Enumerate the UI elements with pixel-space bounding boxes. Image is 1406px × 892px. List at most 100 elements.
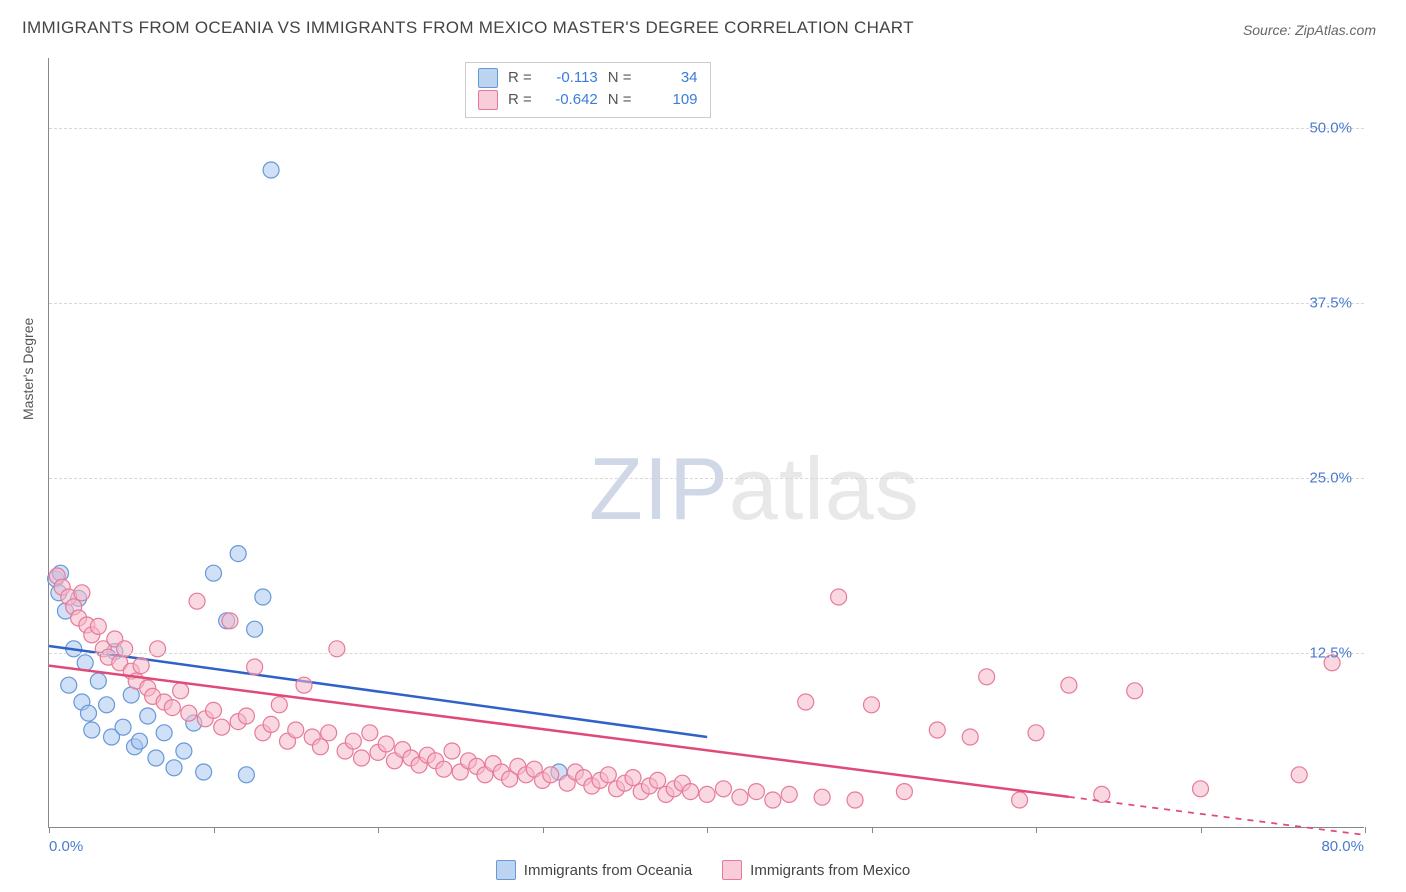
data-point [288, 722, 304, 738]
data-point [798, 694, 814, 710]
data-point [84, 722, 100, 738]
data-point [345, 733, 361, 749]
data-point [80, 705, 96, 721]
data-point [148, 750, 164, 766]
data-point [896, 784, 912, 800]
gridline [49, 653, 1364, 654]
data-point [90, 673, 106, 689]
legend-item-oceania: Immigrants from Oceania [496, 860, 692, 880]
bottom-legend: Immigrants from Oceania Immigrants from … [0, 860, 1406, 880]
legend-swatch-oceania [496, 860, 516, 880]
data-point [929, 722, 945, 738]
data-point [150, 641, 166, 657]
data-point [271, 697, 287, 713]
data-point [99, 697, 115, 713]
data-point [329, 641, 345, 657]
legend-label-oceania: Immigrants from Oceania [524, 862, 692, 879]
data-point [312, 739, 328, 755]
x-tick-mark [1201, 827, 1202, 833]
gridline [49, 303, 1364, 304]
x-tick-mark [49, 827, 50, 833]
data-point [1193, 781, 1209, 797]
data-point [444, 743, 460, 759]
data-point [378, 736, 394, 752]
data-point [90, 618, 106, 634]
legend-item-mexico: Immigrants from Mexico [722, 860, 910, 880]
data-point [1012, 792, 1028, 808]
data-point [74, 585, 90, 601]
trend-line-dashed [1069, 797, 1365, 835]
source-attribution: Source: ZipAtlas.com [1243, 22, 1376, 38]
data-point [781, 786, 797, 802]
x-tick-mark [1036, 827, 1037, 833]
source-label: Source: [1243, 22, 1291, 38]
data-point [164, 700, 180, 716]
legend-swatch-mexico [722, 860, 742, 880]
data-point [173, 683, 189, 699]
plot-area: ZIPatlas R = -0.113 N = 34 R = -0.642 N … [48, 58, 1364, 828]
data-point [831, 589, 847, 605]
data-point [1061, 677, 1077, 693]
chart-title: IMMIGRANTS FROM OCEANIA VS IMMIGRANTS FR… [22, 18, 914, 38]
y-tick-label: 12.5% [1309, 645, 1352, 662]
data-point [196, 764, 212, 780]
data-point [140, 708, 156, 724]
data-point [732, 789, 748, 805]
data-point [131, 733, 147, 749]
data-point [354, 750, 370, 766]
data-point [61, 677, 77, 693]
x-tick-mark [1365, 827, 1366, 833]
data-point [1291, 767, 1307, 783]
gridline [49, 478, 1364, 479]
x-tick-max: 80.0% [1321, 838, 1364, 855]
data-point [247, 621, 263, 637]
data-point [263, 162, 279, 178]
data-point [296, 677, 312, 693]
x-tick-mark [214, 827, 215, 833]
data-point [321, 725, 337, 741]
data-point [864, 697, 880, 713]
y-axis-label: Master's Degree [20, 318, 36, 420]
x-tick-mark [707, 827, 708, 833]
x-tick-mark [378, 827, 379, 833]
data-point [650, 772, 666, 788]
data-point [543, 767, 559, 783]
data-point [189, 593, 205, 609]
data-point [847, 792, 863, 808]
chart-svg [49, 58, 1364, 827]
data-point [247, 659, 263, 675]
legend-label-mexico: Immigrants from Mexico [750, 862, 910, 879]
data-point [765, 792, 781, 808]
data-point [263, 716, 279, 732]
data-point [238, 708, 254, 724]
data-point [683, 784, 699, 800]
data-point [115, 719, 131, 735]
data-point [748, 784, 764, 800]
data-point [238, 767, 254, 783]
data-point [206, 702, 222, 718]
x-tick-min: 0.0% [49, 838, 83, 855]
gridline [49, 128, 1364, 129]
data-point [1028, 725, 1044, 741]
data-point [230, 546, 246, 562]
data-point [181, 705, 197, 721]
data-point [133, 658, 149, 674]
data-point [117, 641, 133, 657]
data-point [625, 770, 641, 786]
data-point [222, 613, 238, 629]
data-point [1127, 683, 1143, 699]
data-point [979, 669, 995, 685]
data-point [156, 725, 172, 741]
data-point [715, 781, 731, 797]
y-tick-label: 50.0% [1309, 120, 1352, 137]
x-tick-mark [543, 827, 544, 833]
y-tick-label: 25.0% [1309, 470, 1352, 487]
y-tick-label: 37.5% [1309, 295, 1352, 312]
data-point [206, 565, 222, 581]
data-point [814, 789, 830, 805]
data-point [436, 761, 452, 777]
source-value: ZipAtlas.com [1295, 22, 1376, 38]
data-point [699, 786, 715, 802]
data-point [214, 719, 230, 735]
data-point [362, 725, 378, 741]
